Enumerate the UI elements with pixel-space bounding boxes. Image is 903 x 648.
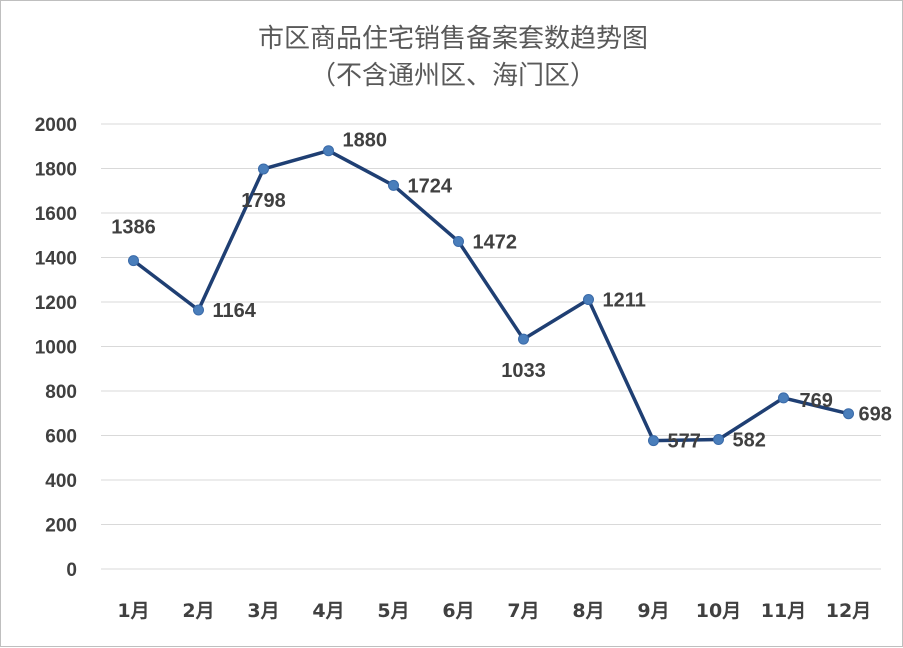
data-point xyxy=(778,392,789,404)
x-tick-label: 10月 xyxy=(696,600,741,622)
x-tick-label: 6月 xyxy=(442,600,474,622)
data-point xyxy=(258,163,269,175)
data-point xyxy=(193,304,204,316)
x-tick-label: 9月 xyxy=(637,600,669,622)
data-point xyxy=(843,408,854,420)
series-line xyxy=(132,148,849,443)
data-label: 1880 xyxy=(343,130,388,152)
y-tick-label: 2000 xyxy=(35,115,77,136)
chart-subtitle: （不含通州区、海门区） xyxy=(310,61,596,91)
data-label: 1472 xyxy=(473,231,518,253)
data-label: 1211 xyxy=(603,290,646,312)
y-tick-label: 1400 xyxy=(35,249,77,270)
data-point xyxy=(583,294,594,306)
data-point xyxy=(453,235,464,247)
x-tick-label: 7月 xyxy=(507,600,539,622)
chart-title: 市区商品住宅销售备案套数趋势图 xyxy=(258,24,648,54)
data-point xyxy=(518,333,529,345)
y-tick-label: 200 xyxy=(45,516,77,537)
data-point xyxy=(128,255,139,267)
data-label: 1033 xyxy=(501,360,546,382)
x-tick-label: 1月 xyxy=(117,600,149,622)
x-tick-label: 4月 xyxy=(312,600,344,622)
data-label: 698 xyxy=(859,404,892,426)
y-tick-label: 800 xyxy=(45,382,77,403)
y-tick-label: 1200 xyxy=(35,293,77,314)
data-label: 769 xyxy=(800,390,833,412)
data-label: 1386 xyxy=(111,217,156,239)
y-tick-label: 1000 xyxy=(35,338,77,359)
x-tick-label: 2月 xyxy=(182,600,214,622)
data-label: 1164 xyxy=(213,300,257,322)
y-tick-label: 400 xyxy=(45,471,77,492)
x-tick-label: 8月 xyxy=(572,600,604,622)
data-point xyxy=(323,145,334,157)
x-tick-label: 12月 xyxy=(826,600,871,622)
data-label: 1724 xyxy=(408,175,453,197)
data-point xyxy=(388,179,399,191)
y-tick-label: 1600 xyxy=(35,204,77,225)
y-tick-label: 600 xyxy=(45,427,77,448)
x-tick-label: 3月 xyxy=(247,600,279,622)
y-tick-label: 0 xyxy=(66,560,77,581)
x-tick-label: 11月 xyxy=(761,600,806,622)
data-label: 1798 xyxy=(241,190,286,212)
data-point xyxy=(713,434,724,446)
data-point xyxy=(648,435,659,447)
data-label: 582 xyxy=(733,430,766,452)
y-tick-label: 1800 xyxy=(35,160,77,181)
data-label: 577 xyxy=(668,431,701,453)
x-tick-label: 5月 xyxy=(377,600,409,622)
